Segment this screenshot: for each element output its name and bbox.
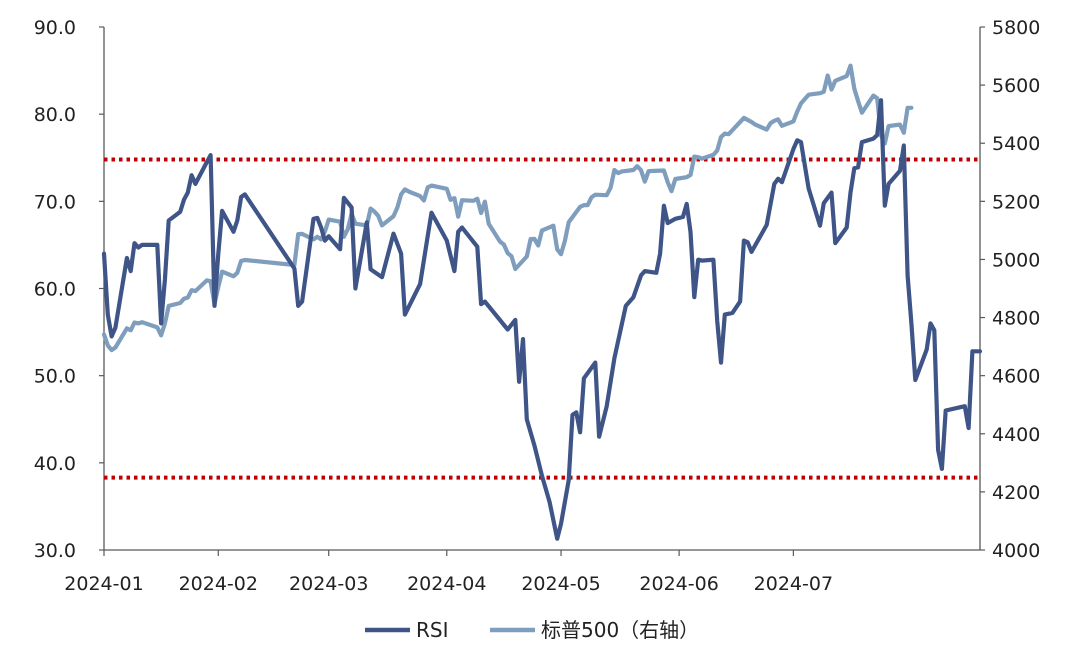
y-right-tick-label: 5400 xyxy=(992,133,1040,155)
axes-group xyxy=(99,26,985,556)
legend-label: RSI xyxy=(416,618,449,642)
x-tick-label: 2024-05 xyxy=(521,573,600,595)
series-line-rsi xyxy=(101,98,983,541)
x-tick-label: 2024-03 xyxy=(289,573,368,595)
y-left-tick-label: 30.0 xyxy=(34,540,76,562)
y-left-tick-label: 50.0 xyxy=(34,366,76,388)
y-left-tick-label: 80.0 xyxy=(34,104,76,126)
legend-label: 标普500（右轴） xyxy=(541,618,699,642)
y-right-tick-label: 5600 xyxy=(992,75,1040,97)
series-line-sp500 xyxy=(101,63,914,353)
y-right-tick-label: 5800 xyxy=(992,17,1040,39)
y-right-tick-label: 5000 xyxy=(992,249,1040,271)
y-right-tick-label: 4200 xyxy=(992,482,1040,504)
y-right-tick-label: 5200 xyxy=(992,191,1040,213)
x-tick-label: 2024-04 xyxy=(407,573,486,595)
legend: RSI 标普500（右轴） xyxy=(365,618,699,642)
y-right-tick-label: 4600 xyxy=(992,366,1040,388)
y-left-tick-label: 60.0 xyxy=(34,279,76,301)
y-right-tick-label: 4400 xyxy=(992,424,1040,446)
y-right-tick-label: 4800 xyxy=(992,308,1040,330)
x-tick-label: 2024-02 xyxy=(179,573,258,595)
y-left-tick-label: 70.0 xyxy=(34,191,76,213)
series-group xyxy=(101,63,983,541)
y-right-tick-label: 4000 xyxy=(992,540,1040,562)
x-tick-label: 2024-07 xyxy=(754,573,833,595)
y-left-tick-label: 40.0 xyxy=(34,453,76,475)
tick-labels: 30.0 40.0 50.0 60.0 70.0 80.0 90.0 4000 4200 4400… xyxy=(34,17,1041,595)
x-tick-label: 2024-01 xyxy=(64,573,143,595)
x-tick-label: 2024-06 xyxy=(639,573,718,595)
y-left-tick-label: 90.0 xyxy=(34,17,76,39)
